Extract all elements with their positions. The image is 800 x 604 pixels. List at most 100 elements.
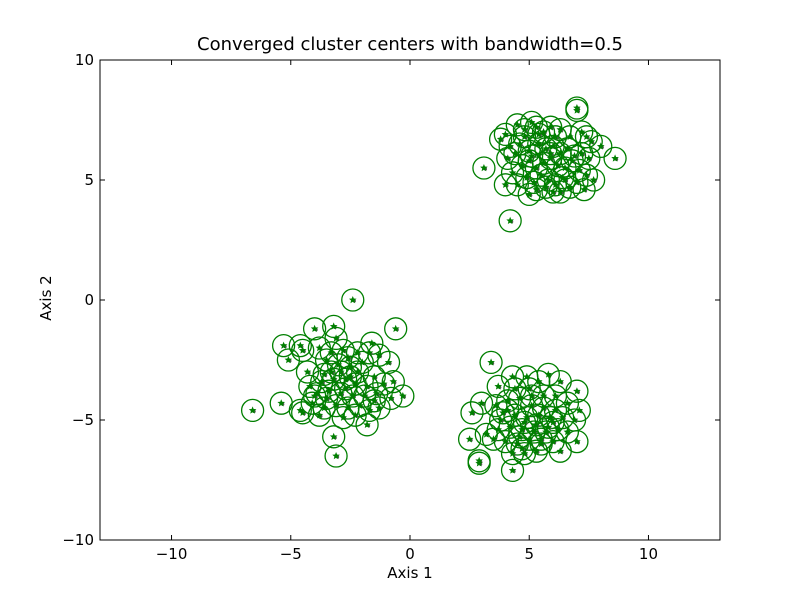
chart-title: Converged cluster centers with bandwidth… (197, 34, 623, 55)
cluster-point (467, 451, 491, 475)
center-star-marker (520, 132, 529, 141)
cluster-point (553, 168, 577, 192)
cluster-point (391, 384, 415, 408)
center-star-marker (568, 156, 576, 165)
center-star-marker (465, 435, 474, 443)
center-star-marker (384, 358, 393, 366)
cluster-point (574, 125, 599, 149)
y-tick-label: 5 (84, 171, 94, 189)
center-star-marker (508, 466, 517, 474)
center-circle-marker (496, 398, 520, 423)
center-star-marker (561, 176, 569, 184)
cluster-point (336, 345, 360, 370)
center-circle-marker (295, 360, 320, 384)
center-star-marker (551, 132, 560, 141)
center-star-marker (532, 420, 541, 429)
center-star-marker (539, 392, 548, 400)
cluster-point (529, 427, 553, 451)
center-circle-marker (553, 168, 577, 192)
center-star-marker (284, 356, 293, 364)
center-star-marker (370, 372, 379, 381)
center-circle-marker (336, 345, 360, 370)
center-star-marker (332, 452, 340, 460)
cluster-point (472, 156, 496, 180)
center-circle-marker (555, 391, 580, 415)
cluster-point (379, 386, 403, 411)
center-circle-marker (381, 369, 405, 394)
cluster-point (269, 391, 293, 415)
center-star-marker (556, 447, 565, 455)
center-star-marker (489, 435, 498, 443)
center-star-marker (532, 123, 541, 131)
center-star-marker (298, 408, 307, 417)
center-circle-marker (391, 384, 415, 408)
cluster-point (384, 317, 408, 341)
center-circle-marker (512, 117, 537, 142)
cluster-point (536, 362, 560, 387)
center-circle-marker (531, 120, 556, 144)
center-star-marker (317, 377, 326, 385)
center-star-marker (346, 372, 355, 381)
cluster-point (469, 391, 494, 415)
center-circle-marker (307, 403, 332, 427)
cluster-point (543, 384, 568, 408)
center-star-marker (611, 154, 619, 162)
center-star-marker (544, 423, 553, 431)
x-tick-label: 10 (639, 545, 658, 563)
center-circle-marker (276, 348, 301, 372)
center-circle-marker (548, 439, 572, 463)
center-star-marker (573, 437, 581, 445)
center-star-marker (327, 348, 336, 357)
cluster-point (527, 122, 551, 147)
center-star-marker (363, 382, 371, 390)
cluster-point (510, 437, 534, 461)
center-star-marker (341, 384, 350, 393)
center-circle-marker (302, 384, 327, 408)
cluster-point (536, 415, 560, 439)
center-star-marker (387, 394, 395, 402)
cluster-point (381, 369, 405, 394)
center-circle-marker (355, 413, 379, 437)
cluster-point (319, 360, 343, 384)
center-star-marker (303, 368, 312, 376)
center-circle-marker (498, 415, 522, 439)
center-star-marker (339, 346, 348, 354)
center-star-marker (520, 418, 529, 426)
center-star-marker (582, 132, 591, 141)
center-circle-marker (500, 161, 525, 185)
cluster-point (302, 384, 327, 408)
cluster-point (496, 146, 520, 171)
center-star-marker (348, 296, 357, 304)
center-circle-marker (460, 401, 484, 425)
center-circle-marker (536, 415, 560, 439)
center-circle-marker (319, 341, 343, 365)
center-circle-marker (541, 180, 565, 204)
center-circle-marker (479, 350, 503, 375)
cluster-point (541, 180, 565, 204)
center-star-marker (518, 425, 526, 433)
center-circle-marker (512, 410, 537, 435)
center-circle-marker (343, 403, 367, 427)
center-star-marker (363, 420, 371, 429)
center-star-marker (549, 188, 557, 196)
center-circle-marker (539, 141, 563, 166)
center-star-marker (389, 377, 398, 385)
center-star-marker (372, 389, 381, 397)
center-circle-marker (524, 439, 549, 463)
center-star-marker (327, 368, 336, 376)
center-star-marker (315, 411, 324, 419)
center-circle-marker (384, 317, 408, 341)
cluster-point (355, 413, 379, 437)
cluster-point (362, 389, 386, 413)
center-star-marker (513, 120, 522, 129)
center-star-marker (542, 183, 550, 191)
center-circle-marker (319, 360, 343, 384)
center-star-marker (577, 149, 586, 157)
cluster-point (519, 144, 544, 168)
center-star-marker (368, 339, 376, 347)
center-circle-marker (541, 410, 565, 435)
cluster-point (295, 360, 320, 384)
cluster-point (341, 288, 365, 312)
